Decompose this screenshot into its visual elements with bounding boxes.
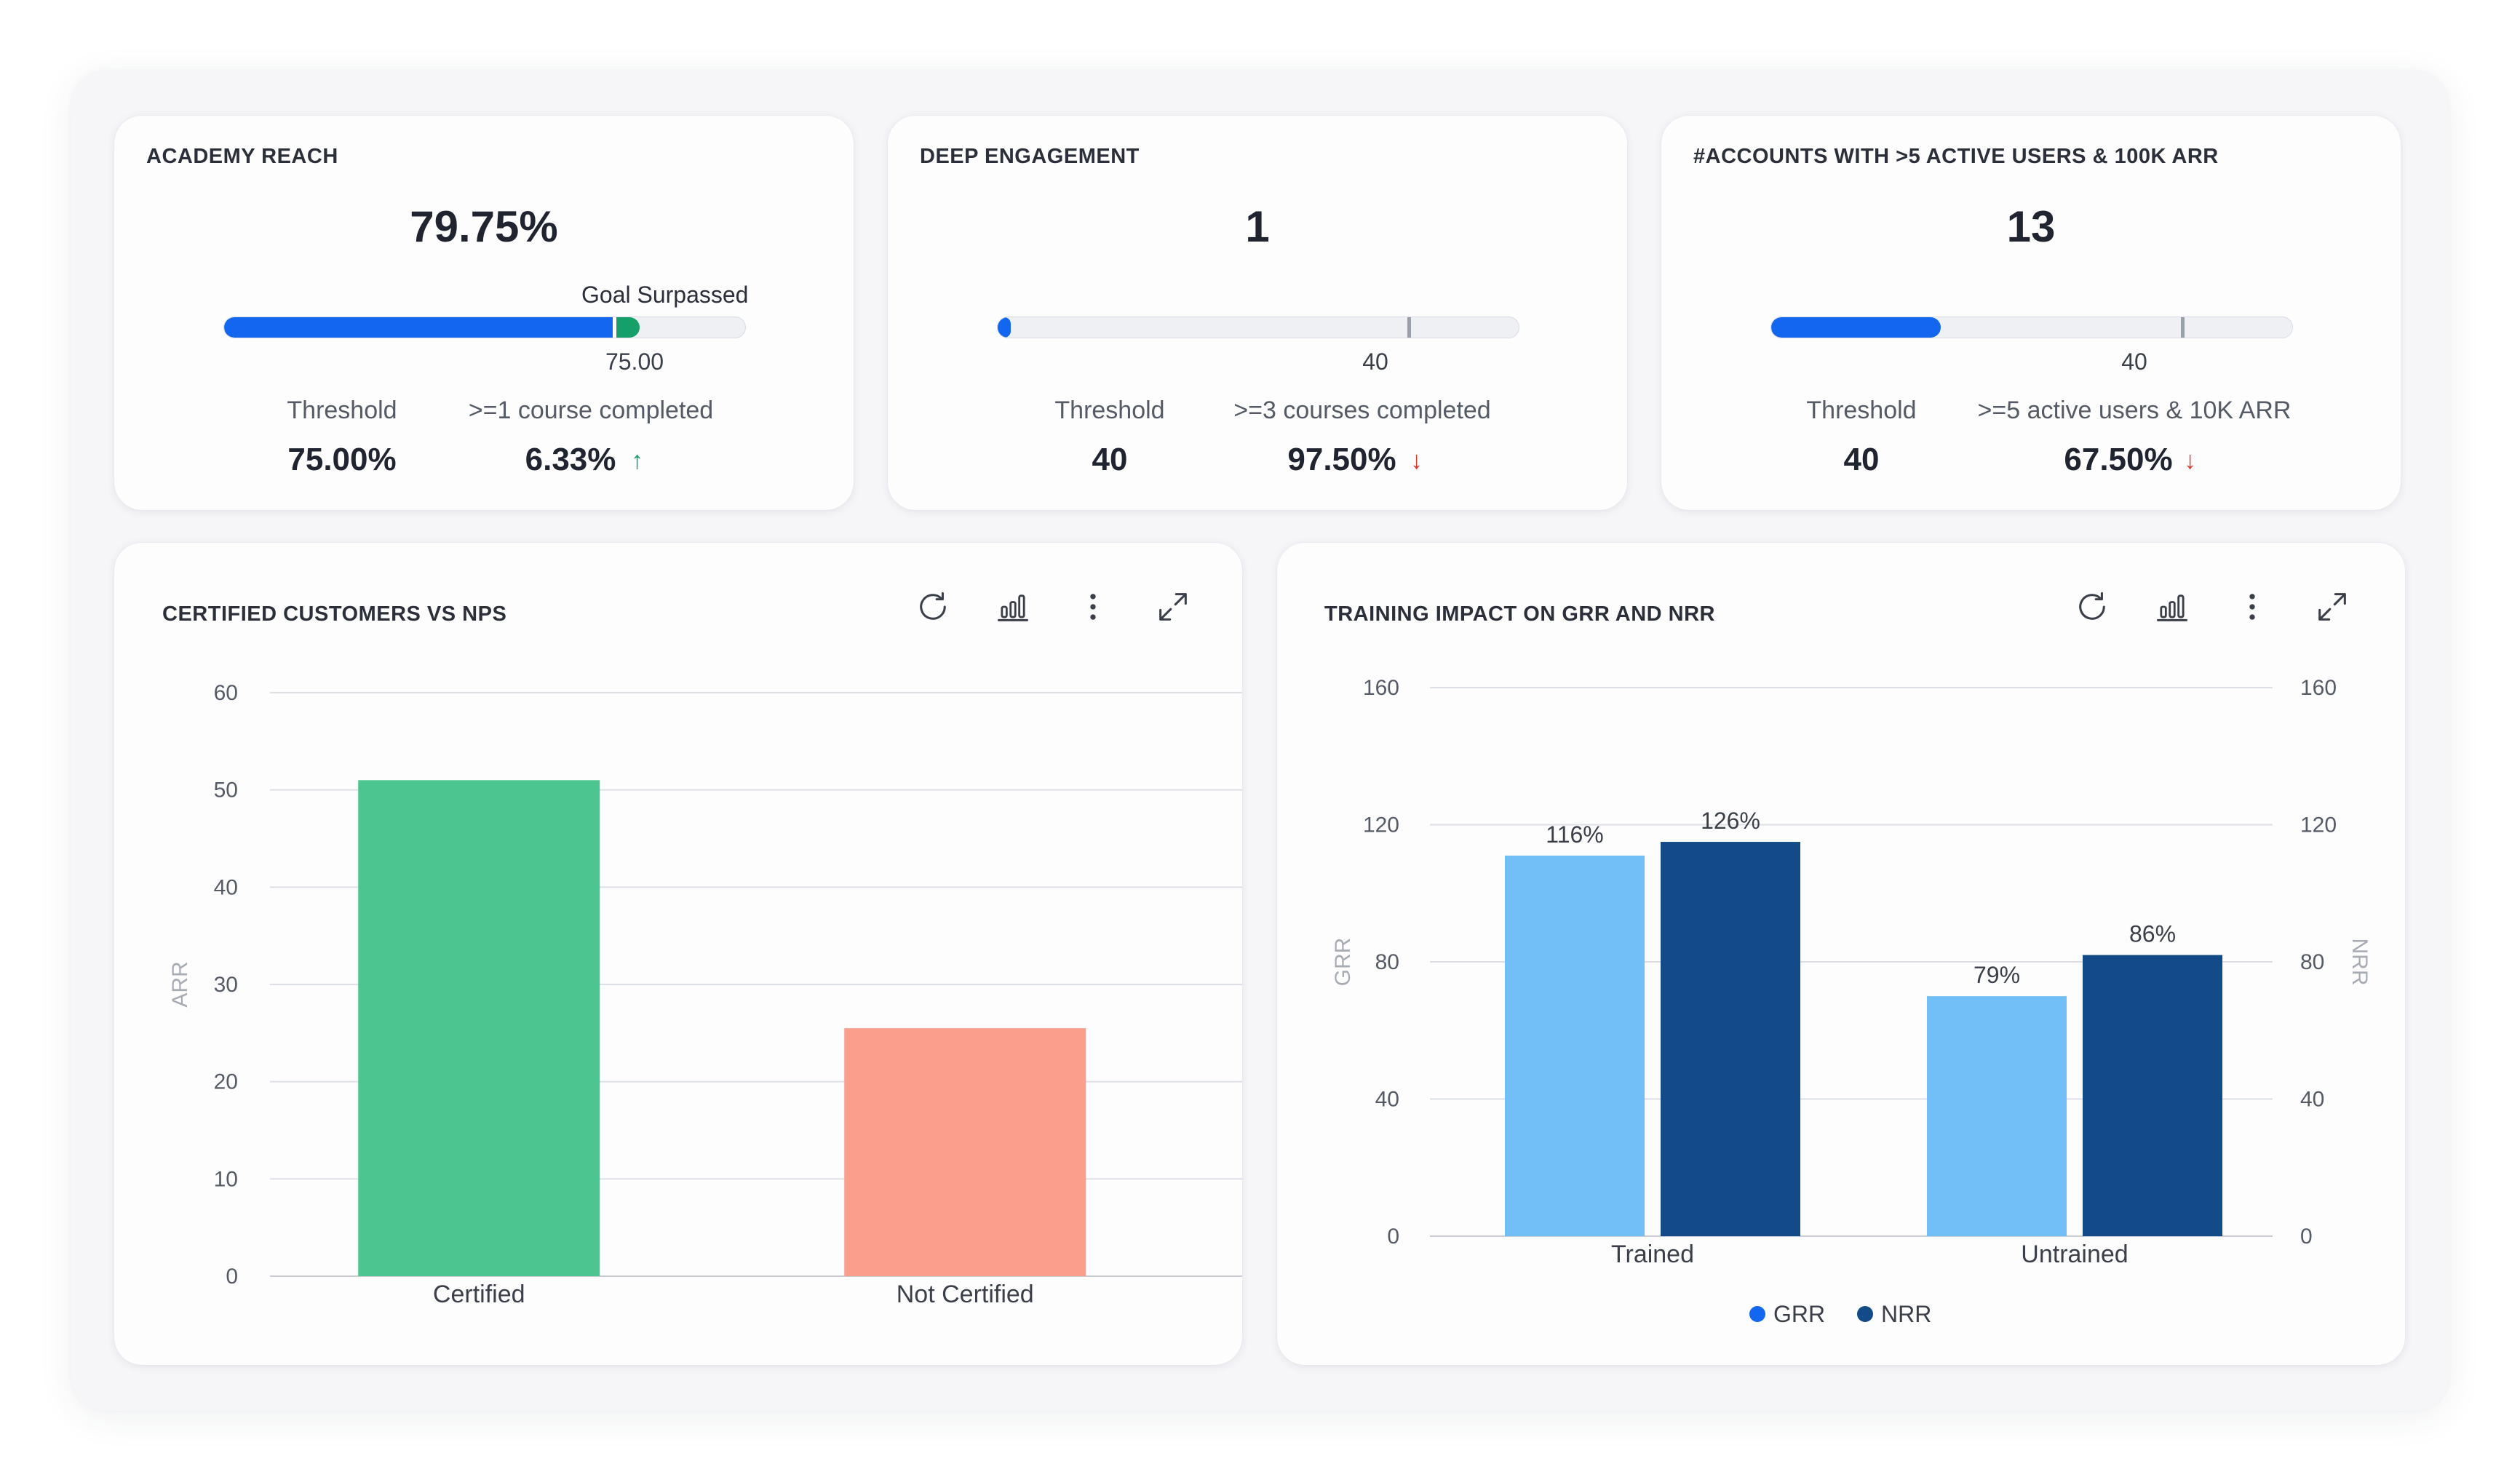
goal-marker (613, 317, 616, 338)
y-tick-label: 60 (214, 681, 238, 705)
bar-certified (358, 780, 600, 1276)
more-options-button[interactable] (1071, 585, 1115, 629)
threshold-value: 75.00% (287, 442, 397, 477)
bar-chart-certified: 0 10 20 30 40 50 60 ARR Certified Not Certified (168, 681, 1242, 1308)
y-tick-label: 20 (214, 1070, 238, 1094)
y2-tick-label: 80 (2300, 950, 2324, 974)
metric-label: >=5 active users & 10K ARR (1977, 397, 2292, 424)
chart-card-certified-vs-nps: CERTIFIED CUSTOMERS VS NPS 0 10 20 30 40 50 60… (114, 543, 1242, 1365)
refresh-icon (2079, 592, 2105, 620)
chart-title: TRAINING IMPACT ON GRR AND NRR (1324, 602, 1715, 626)
bar-nrr-untrained (2083, 955, 2222, 1236)
progress-bar (223, 316, 746, 338)
goal-marker (1407, 317, 1411, 338)
y2-tick-label: 0 (2300, 1225, 2313, 1249)
threshold-value: 40 (1843, 442, 1880, 477)
goal-value: 40 (1362, 349, 1388, 375)
expand-icon (1159, 593, 1187, 621)
legend-label: NRR (1881, 1301, 1931, 1327)
data-label: 86% (2129, 921, 2176, 947)
goal-marker (2180, 317, 2185, 338)
expand-icon (2318, 593, 2346, 621)
y-tick-label: 40 (1375, 1088, 1399, 1112)
more-options-button[interactable] (2230, 585, 2274, 629)
y-tick-label: 160 (1363, 676, 1399, 700)
y-tick-label: 50 (214, 779, 238, 803)
metric-label: >=1 course completed (468, 397, 714, 424)
chart-type-button[interactable] (991, 585, 1035, 629)
progress-fill (998, 317, 1011, 338)
chart-card-training-impact: TRAINING IMPACT ON GRR AND NRR 0 0 40 40 80 8… (1277, 543, 2405, 1365)
refresh-button[interactable] (911, 585, 955, 629)
kpi-title: #ACCOUNTS WITH >5 ACTIVE USERS & 100K AR… (1693, 145, 2219, 168)
data-label: 79% (1974, 962, 2020, 988)
expand-button[interactable] (2310, 585, 2354, 629)
y-tick-label: 10 (214, 1167, 238, 1191)
x-tick-label: Trained (1611, 1241, 1694, 1268)
x-tick-label: Certified (433, 1281, 525, 1308)
grouped-bar-chart-grr-nrr: 0 0 40 40 80 80 120 120 160 160 GRR NRR 116% 126% Trai… (1331, 676, 2372, 1327)
refresh-button[interactable] (2070, 585, 2114, 629)
metric-value: 97.50% (1287, 442, 1396, 477)
data-label: 126% (1701, 808, 1760, 834)
goal-value: 40 (2121, 349, 2147, 375)
metric-value: 67.50% (2064, 442, 2173, 477)
kpi-card-academy-reach: ACADEMY REACH 79.75% Goal Surpassed 75.0… (114, 116, 854, 510)
legend-marker (1749, 1306, 1765, 1322)
y-axis-label: GRR (1331, 938, 1355, 987)
y-tick-label: 40 (214, 875, 238, 899)
y-axis-label: ARR (168, 961, 192, 1007)
bar-chart-icon (997, 594, 1029, 621)
metric-value: 6.33% (525, 442, 616, 477)
progress-fill (1771, 317, 1941, 338)
kpi-value: 1 (1245, 202, 1270, 251)
trend-down-icon: ↓ (1410, 447, 1423, 474)
expand-button[interactable] (1151, 585, 1195, 629)
bar-chart-icon (2156, 594, 2188, 621)
goal-value: 75.00 (605, 349, 664, 375)
threshold-label: Threshold (1806, 397, 1917, 424)
x-tick-label: Untrained (2021, 1241, 2128, 1268)
y-tick-label: 0 (226, 1265, 238, 1289)
y2-tick-label: 160 (2300, 676, 2337, 700)
chart-title: CERTIFIED CUSTOMERS VS NPS (162, 602, 507, 626)
progress-bar (1770, 316, 2293, 338)
kpi-value: 13 (2006, 202, 2056, 251)
refresh-icon (920, 592, 946, 620)
y-tick-label: 30 (214, 973, 238, 997)
progress-bar (997, 316, 1519, 338)
y2-axis-label: NRR (2348, 939, 2372, 986)
bar-grr-trained (1505, 855, 1645, 1236)
chart-type-button[interactable] (2150, 585, 2194, 629)
trend-up-icon: ↑ (631, 447, 643, 474)
more-vertical-icon (2249, 594, 2255, 620)
progress-fill (224, 317, 615, 338)
y-tick-label: 120 (1363, 813, 1399, 837)
legend-marker (1857, 1306, 1873, 1322)
metric-label: >=3 courses completed (1233, 397, 1491, 424)
threshold-value: 40 (1092, 442, 1128, 477)
x-tick-label: Not Certified (897, 1281, 1034, 1308)
trend-down-icon: ↓ (2184, 447, 2196, 474)
more-vertical-icon (1090, 594, 1096, 620)
threshold-label: Threshold (287, 397, 397, 424)
threshold-label: Threshold (1054, 397, 1165, 424)
kpi-card-active-accounts: #ACCOUNTS WITH >5 ACTIVE USERS & 100K AR… (1661, 116, 2401, 510)
y-tick-label: 80 (1375, 950, 1399, 974)
kpi-value: 79.75% (410, 202, 558, 251)
progress-surplus (615, 317, 640, 338)
y-tick-label: 0 (1387, 1225, 1399, 1249)
kpi-title: ACADEMY REACH (146, 145, 338, 168)
y2-tick-label: 40 (2300, 1088, 2324, 1112)
goal-surpassed-label: Goal Surpassed (581, 282, 749, 308)
bar-not-certified (844, 1028, 1086, 1276)
legend-label: GRR (1773, 1301, 1825, 1327)
y2-tick-label: 120 (2300, 813, 2337, 837)
kpi-title: DEEP ENGAGEMENT (920, 145, 1140, 168)
data-label: 116% (1546, 821, 1603, 848)
kpi-card-deep-engagement: DEEP ENGAGEMENT 1 40 Threshold >=3 cours… (888, 116, 1627, 510)
bar-grr-untrained (1927, 996, 2067, 1236)
bar-nrr-trained (1661, 842, 1800, 1236)
